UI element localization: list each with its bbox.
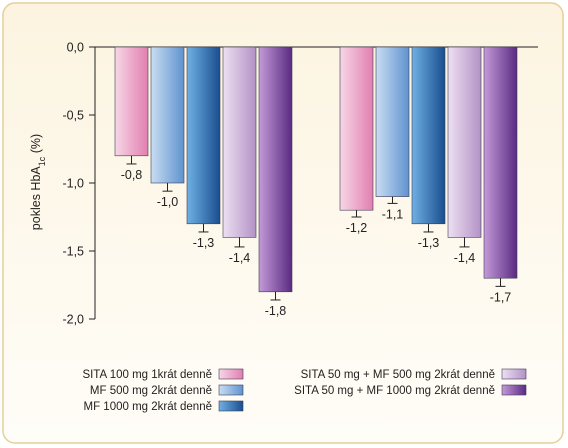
bar [411,46,446,225]
legend-label: SITA 50 mg + MF 500 mg 2krát denně [301,369,495,381]
data-label: -1,4 [229,251,251,265]
bar [186,46,221,225]
y-tick-label: 0,0 [67,41,84,55]
data-label: -1,3 [193,236,215,250]
data-label: -1,8 [265,304,287,318]
legend-label: MF 500 mg 2krát denně [90,385,212,397]
bar [114,46,149,157]
legend-label: MF 1000 mg 2krát denně [84,401,213,413]
bar [222,46,257,238]
data-label: -1,4 [454,251,476,265]
chart-panel: 0,0 -0,5 -1,0 -1,5 -2,0 pokles HbA1c (%) -0,8-… [2,2,564,444]
y-tick-label: -1,5 [62,245,84,259]
legend-swatch [501,384,527,396]
legend-swatch [218,400,244,412]
y-axis-label: pokles HbA1c (%) [29,134,47,230]
y-tick-label: -2,0 [62,313,84,327]
legend-swatch [218,384,244,396]
legend-swatch [218,368,244,380]
bar [258,46,293,293]
bar [375,46,410,197]
legend-swatch [501,368,527,380]
y-tick-label: -1,0 [62,177,84,191]
data-label: -0,8 [121,168,143,182]
data-label: -1,7 [490,290,512,304]
data-label: -1,1 [382,207,404,221]
bar [150,46,185,184]
legend-label: SITA 50 mg + MF 1000 mg 2krát denně [294,385,495,397]
data-label: -1,3 [418,236,440,250]
data-label: -1,2 [346,221,368,235]
bar [447,46,482,238]
data-label: -1,0 [157,195,179,209]
legend-label: SITA 100 mg 1krát denně [82,369,212,381]
bar [483,46,518,279]
bar [339,46,374,211]
y-tick-label: -0,5 [62,109,84,123]
